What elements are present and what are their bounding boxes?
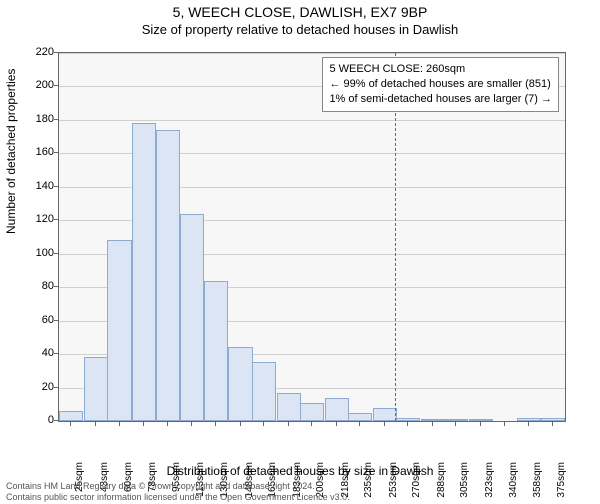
histogram-bar (132, 123, 156, 421)
ytick-label: 0 (24, 414, 54, 426)
footer-line: Contains public sector information licen… (6, 492, 350, 503)
xtick-mark (455, 422, 456, 426)
histogram-bar (396, 418, 420, 421)
xtick-mark (191, 422, 192, 426)
y-axis-label: Number of detached properties (4, 69, 18, 234)
xtick-mark (504, 422, 505, 426)
xtick-mark (384, 422, 385, 426)
xtick-mark (240, 422, 241, 426)
ytick-label: 220 (24, 46, 54, 58)
page-title: 5, WEECH CLOSE, DAWLISH, EX7 9BP (0, 4, 600, 20)
xtick-mark (167, 422, 168, 426)
ytick-mark (54, 286, 58, 287)
xtick-mark (288, 422, 289, 426)
ytick-mark (54, 253, 58, 254)
ytick-mark (54, 52, 58, 53)
xtick-mark (407, 422, 408, 426)
ytick-label: 100 (24, 247, 54, 259)
ytick-mark (54, 320, 58, 321)
histogram-bar (59, 411, 83, 421)
xtick-mark (215, 422, 216, 426)
gridline (59, 53, 565, 54)
ytick-mark (54, 186, 58, 187)
tooltip-line: 5 WEECH CLOSE: 260sqm (329, 62, 552, 77)
histogram-bar (517, 418, 541, 421)
gridline (59, 120, 565, 121)
histogram-bar (373, 408, 397, 421)
histogram-bar (252, 362, 276, 421)
xtick-mark (480, 422, 481, 426)
xtick-mark (552, 422, 553, 426)
histogram-bar (277, 393, 301, 421)
histogram-bar (325, 398, 349, 421)
xtick-mark (143, 422, 144, 426)
xtick-mark (70, 422, 71, 426)
histogram-bar (541, 418, 565, 421)
histogram-bar (444, 419, 468, 421)
ytick-label: 40 (24, 347, 54, 359)
xtick-mark (432, 422, 433, 426)
xtick-mark (528, 422, 529, 426)
ytick-mark (54, 119, 58, 120)
xtick-mark (359, 422, 360, 426)
xtick-mark (336, 422, 337, 426)
histogram-bar (156, 130, 180, 421)
ytick-label: 180 (24, 113, 54, 125)
ytick-label: 20 (24, 381, 54, 393)
histogram-bar (228, 347, 252, 421)
ytick-mark (54, 387, 58, 388)
histogram-bar (348, 413, 372, 421)
ytick-mark (54, 85, 58, 86)
ytick-label: 80 (24, 280, 54, 292)
ytick-label: 120 (24, 213, 54, 225)
xtick-mark (263, 422, 264, 426)
histogram-plot: 5 WEECH CLOSE: 260sqm← 99% of detached h… (58, 52, 566, 422)
ytick-mark (54, 353, 58, 354)
ytick-label: 140 (24, 180, 54, 192)
x-axis-label: Distribution of detached houses by size … (0, 464, 600, 478)
ytick-mark (54, 219, 58, 220)
histogram-bar (469, 419, 493, 421)
ytick-label: 160 (24, 146, 54, 158)
histogram-bar (300, 403, 324, 421)
histogram-bar (84, 357, 108, 421)
xtick-mark (95, 422, 96, 426)
tooltip: 5 WEECH CLOSE: 260sqm← 99% of detached h… (322, 57, 559, 112)
tooltip-line: ← 99% of detached houses are smaller (85… (329, 77, 552, 92)
histogram-bar (180, 214, 204, 421)
ytick-mark (54, 152, 58, 153)
xtick-mark (119, 422, 120, 426)
ytick-label: 200 (24, 79, 54, 91)
xtick-mark (311, 422, 312, 426)
ytick-label: 60 (24, 314, 54, 326)
page-subtitle: Size of property relative to detached ho… (0, 22, 600, 37)
footer-line: Contains HM Land Registry data © Crown c… (6, 481, 350, 492)
histogram-bar (107, 240, 131, 421)
tooltip-line: 1% of semi-detached houses are larger (7… (329, 92, 552, 107)
histogram-bar (421, 419, 445, 421)
histogram-bar (204, 281, 228, 422)
ytick-mark (54, 420, 58, 421)
